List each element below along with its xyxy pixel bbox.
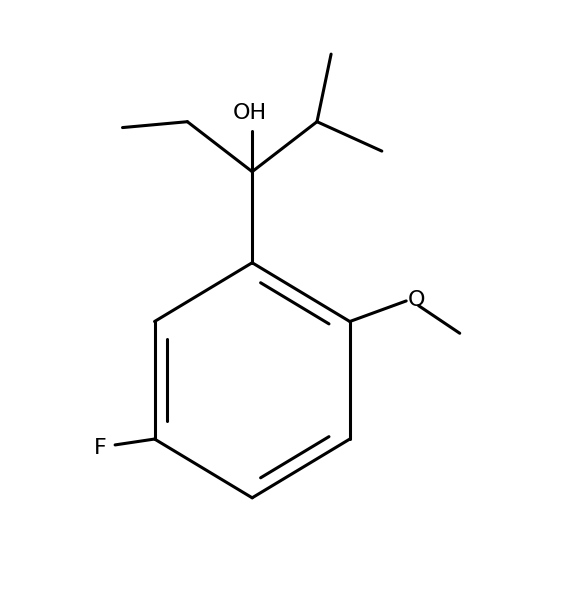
Text: OH: OH [232, 104, 267, 123]
Text: O: O [407, 290, 425, 310]
Text: F: F [94, 438, 106, 458]
